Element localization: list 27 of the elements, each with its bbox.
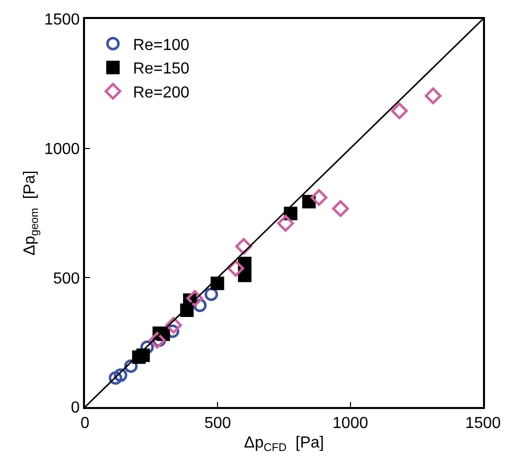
point [332,200,349,217]
x-tick-label: 1000 [332,415,368,432]
point [165,316,182,334]
y-tick-label: 1000 [44,140,80,158]
point [140,340,154,354]
point [238,268,252,282]
point [108,371,122,385]
point [136,348,150,362]
point [424,87,442,104]
x-tick-label: 500 [204,415,232,432]
point [391,102,408,120]
x-tick-label: 1500 [465,415,501,432]
legend-label: Re=200 [132,84,190,102]
point [277,214,294,232]
point [227,260,244,277]
y-tick-label: 500 [53,270,80,288]
x-axis-title: Δp$_{CFD}$ [Pa] [244,434,324,454]
point [186,290,204,307]
point [210,276,224,290]
point [148,332,166,349]
y-tick-label: 0 [70,400,80,417]
point [204,287,218,301]
point [310,189,328,206]
legend-label: Re=100 [132,36,190,54]
y-tick-label: 1500 [44,12,80,29]
legend-label: Re=150 [132,60,190,78]
point [114,368,128,382]
